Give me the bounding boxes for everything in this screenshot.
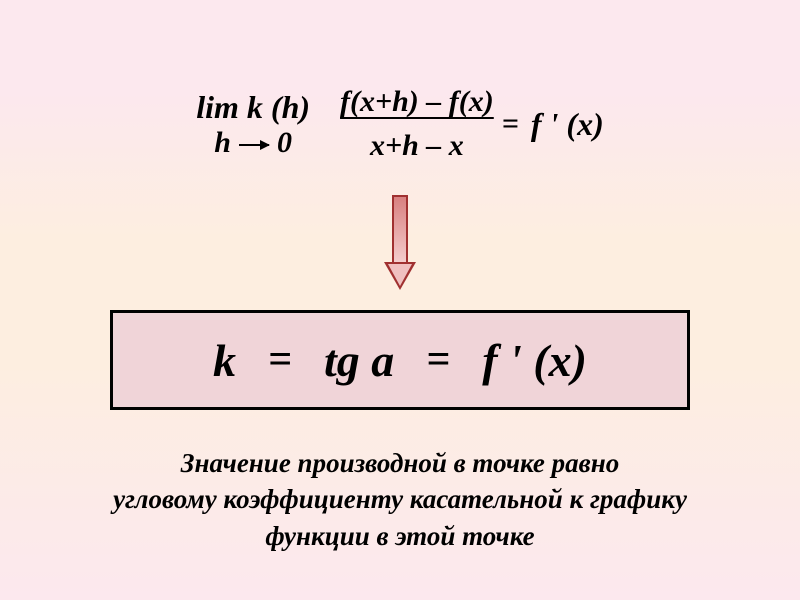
equals-2: = — [426, 336, 450, 384]
difference-quotient: f(x+h) – f(x) x+h – x — [340, 85, 494, 163]
derivative-fx: f ' (x) — [482, 334, 587, 387]
equals-1: = — [268, 336, 292, 384]
limit-expression: lim k (h) — [196, 89, 310, 126]
down-arrow-icon — [388, 195, 412, 290]
equals-result: = f ' (x) — [502, 106, 604, 143]
arrow-right-icon — [239, 144, 269, 146]
denominator: x+h – x — [370, 129, 464, 163]
limit-block: lim k (h) h 0 — [196, 89, 310, 160]
numerator: f(x+h) – f(x) — [340, 85, 494, 123]
slope-k: k — [213, 334, 236, 387]
caption-line-2: угловому коэффициенту касательной к граф… — [0, 481, 800, 517]
caption-line-1: Значение производной в точке равно — [0, 445, 800, 481]
caption-block: Значение производной в точке равно углов… — [0, 445, 800, 554]
derivative-notation: f ' (x) — [531, 106, 604, 143]
tangent-alpha: tg a — [324, 334, 394, 387]
equals-sign: = — [502, 107, 519, 141]
limit-target: 0 — [277, 126, 292, 160]
limit-var: h — [214, 126, 231, 160]
caption-line-3: функции в этой точке — [0, 518, 800, 554]
limit-definition-row: lim k (h) h 0 f(x+h) – f(x) x+h – x = f … — [0, 85, 800, 163]
limit-approach: h 0 — [214, 126, 292, 160]
main-formula-box: k = tg a = f ' (x) — [110, 310, 690, 410]
